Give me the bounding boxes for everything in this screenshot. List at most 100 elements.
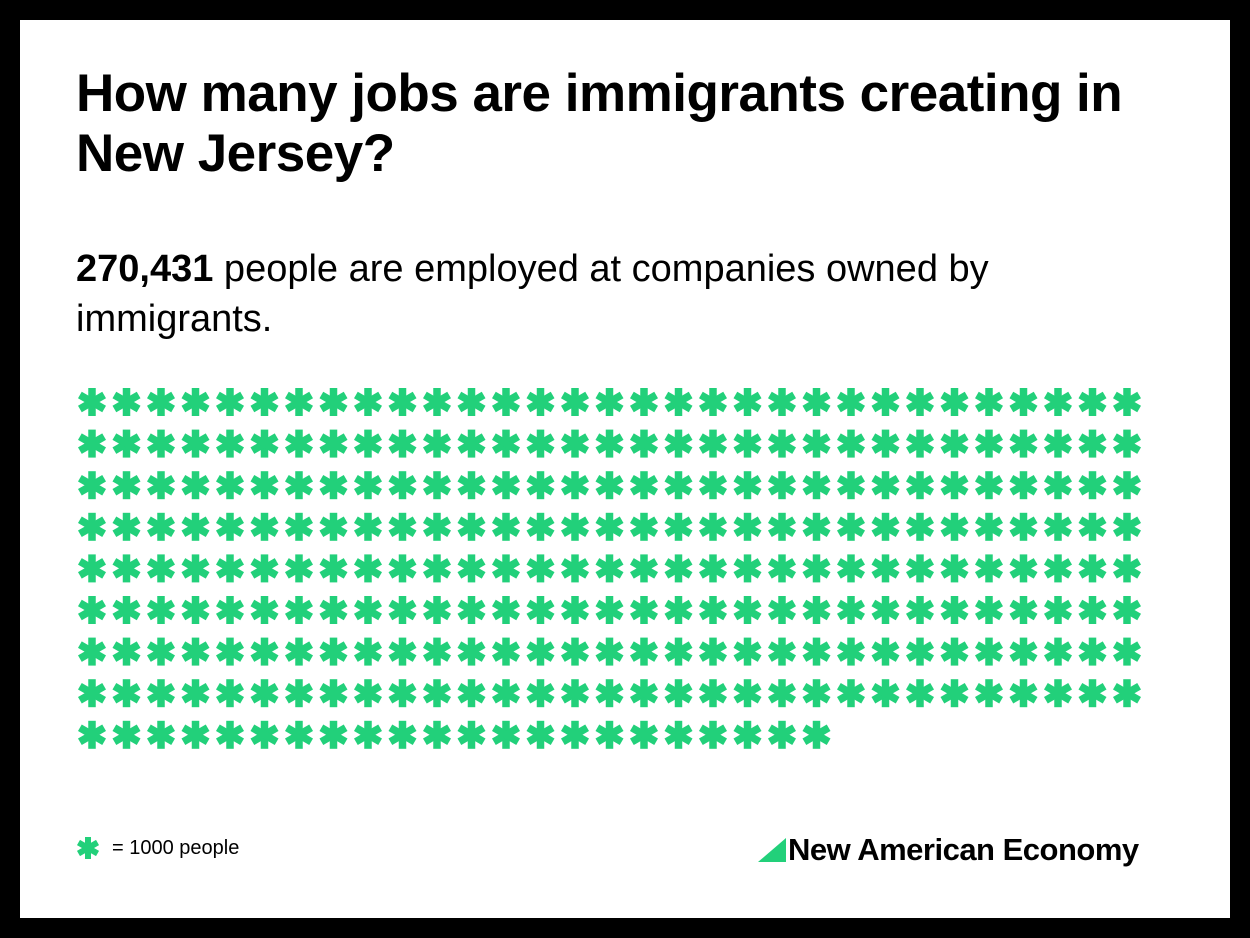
asterisk-mark	[802, 637, 831, 666]
asterisk-mark	[526, 471, 555, 500]
asterisk-mark	[664, 596, 693, 624]
asterisk-mark	[1113, 429, 1141, 458]
asterisk-mark	[250, 679, 279, 708]
asterisk-mark	[595, 388, 624, 416]
asterisk-mark	[1044, 512, 1072, 541]
asterisk-mark	[595, 554, 624, 583]
asterisk-mark	[699, 596, 727, 624]
asterisk-mark	[423, 637, 451, 666]
asterisk-mark	[285, 596, 313, 624]
asterisk-mark	[733, 512, 762, 541]
infographic-frame: How many jobs are immigrants creating in…	[20, 20, 1230, 918]
subtitle: 270,431 people are employed at companies…	[76, 244, 1076, 344]
asterisk-mark	[147, 471, 175, 500]
asterisk-mark	[595, 679, 624, 708]
asterisk-mark	[595, 429, 624, 458]
asterisk-mark	[250, 512, 279, 541]
asterisk-mark	[630, 679, 658, 708]
asterisk-mark	[457, 596, 486, 624]
asterisk-mark	[216, 512, 244, 541]
asterisk-mark	[492, 720, 520, 749]
asterisk-mark	[1009, 429, 1038, 458]
asterisk-mark	[216, 429, 244, 458]
asterisk-mark	[1009, 512, 1038, 541]
asterisk-mark	[975, 596, 1003, 624]
asterisk-mark	[802, 471, 831, 500]
asterisk-mark	[906, 679, 934, 708]
asterisk-mark	[526, 596, 555, 624]
asterisk-mark	[526, 637, 555, 666]
legend-label: = 1000 people	[112, 836, 240, 859]
asterisk-mark	[1113, 554, 1141, 583]
asterisk-mark	[388, 637, 417, 666]
asterisk-mark	[319, 471, 348, 500]
asterisk-mark	[181, 679, 210, 708]
asterisk-mark	[112, 388, 141, 416]
asterisk-mark	[181, 388, 210, 416]
asterisk-mark	[526, 554, 555, 583]
asterisk-mark	[492, 471, 520, 500]
legend: = 1000 people	[76, 836, 239, 860]
asterisk-mark	[561, 429, 589, 458]
asterisk-mark	[216, 596, 244, 624]
asterisk-mark	[354, 637, 382, 666]
asterisk-mark	[664, 720, 693, 749]
asterisk-mark	[837, 512, 865, 541]
asterisk-mark	[388, 554, 417, 583]
asterisk-mark	[768, 720, 796, 749]
asterisk-mark	[733, 679, 762, 708]
asterisk-mark	[664, 512, 693, 541]
asterisk-mark	[561, 596, 589, 624]
asterisk-mark	[112, 471, 141, 500]
subtitle-text: people are employed at companies owned b…	[76, 248, 989, 340]
asterisk-mark	[354, 471, 382, 500]
asterisk-mark	[595, 720, 624, 749]
asterisk-mark	[837, 471, 865, 500]
asterisk-mark	[664, 554, 693, 583]
asterisk-mark	[802, 596, 831, 624]
asterisk-mark	[492, 637, 520, 666]
asterisk-mark	[216, 679, 244, 708]
asterisk-mark	[595, 637, 624, 666]
asterisk-mark	[78, 554, 106, 583]
asterisk-mark	[250, 388, 279, 416]
asterisk-mark	[1044, 388, 1072, 416]
asterisk-mark	[250, 637, 279, 666]
asterisk-mark	[181, 637, 210, 666]
asterisk-mark	[181, 596, 210, 624]
asterisk-mark	[388, 720, 417, 749]
asterisk-mark	[940, 679, 969, 708]
asterisk-mark	[906, 637, 934, 666]
asterisk-mark	[112, 512, 141, 541]
page-title: How many jobs are immigrants creating in…	[76, 64, 1123, 183]
asterisk-mark	[285, 637, 313, 666]
asterisk-mark	[906, 471, 934, 500]
asterisk-mark	[319, 596, 348, 624]
asterisk-mark	[147, 388, 175, 416]
asterisk-mark	[492, 388, 520, 416]
asterisk-mark	[699, 512, 727, 541]
pictogram-chart	[78, 388, 1141, 749]
asterisk-mark	[181, 554, 210, 583]
asterisk-mark	[1044, 429, 1072, 458]
asterisk-mark	[319, 637, 348, 666]
asterisk-mark	[664, 471, 693, 500]
asterisk-mark	[319, 720, 348, 749]
asterisk-mark	[78, 388, 106, 416]
asterisk-mark	[906, 596, 934, 624]
asterisk-mark	[285, 679, 313, 708]
asterisk-mark	[1113, 679, 1141, 708]
asterisk-mark	[699, 679, 727, 708]
asterisk-mark	[388, 679, 417, 708]
asterisk-mark	[319, 554, 348, 583]
asterisk-mark	[1044, 554, 1072, 583]
asterisk-mark	[871, 596, 900, 624]
asterisk-mark	[457, 512, 486, 541]
asterisk-mark	[630, 388, 658, 416]
asterisk-mark	[1044, 596, 1072, 624]
asterisk-mark	[78, 637, 106, 666]
asterisk-mark	[664, 679, 693, 708]
asterisk-mark	[285, 429, 313, 458]
asterisk-mark	[871, 637, 900, 666]
asterisk-mark	[802, 554, 831, 583]
